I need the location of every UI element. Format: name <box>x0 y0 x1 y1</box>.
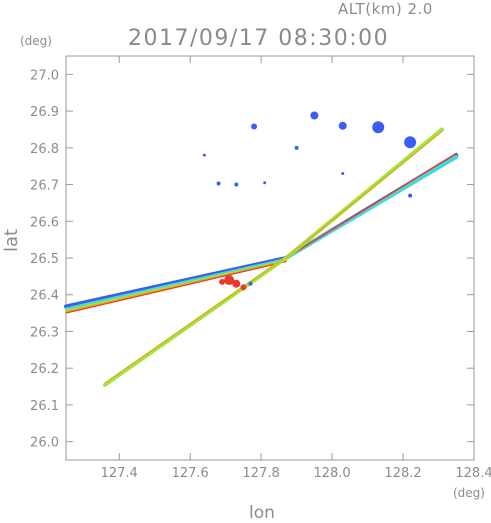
radar-beam <box>103 256 288 387</box>
y-tick-label: 26.0 <box>30 436 59 451</box>
echo-point <box>310 111 319 120</box>
y-tick-label: 26.8 <box>30 142 59 157</box>
echo-point <box>263 181 267 185</box>
y-tick-label: 27.0 <box>30 68 59 83</box>
y-tick-label: 26.5 <box>30 252 59 267</box>
y-tick-label: 26.4 <box>30 289 59 304</box>
echo-point <box>341 172 345 176</box>
radar-beam <box>65 259 287 312</box>
echo-point <box>202 153 206 157</box>
echo-point <box>251 123 258 130</box>
echo-point <box>404 136 417 149</box>
echo-point <box>294 145 299 150</box>
echo-point <box>216 181 221 186</box>
y-axis-label: lat <box>1 228 22 252</box>
radar-beam <box>64 257 288 310</box>
echo-point <box>240 284 247 291</box>
chart-title-datetime: 2017/09/17 08:30:00 <box>128 26 390 51</box>
y-tick-label: 26.7 <box>30 179 59 194</box>
y-axis-unit: (deg) <box>20 34 52 48</box>
x-axis-label: lon <box>249 503 275 523</box>
x-tick-label: 127.4 <box>101 466 138 481</box>
x-tick-label: 128.2 <box>384 466 421 481</box>
x-axis-unit: (deg) <box>453 486 485 500</box>
y-tick-label: 26.6 <box>30 215 59 230</box>
y-tick-label: 26.9 <box>30 105 59 120</box>
radar-beam <box>65 261 287 314</box>
radar-beam <box>64 256 288 309</box>
echo-point <box>372 121 385 134</box>
y-tick-label: 26.2 <box>30 362 59 377</box>
x-tick-label: 127.8 <box>243 466 280 481</box>
echo-point <box>338 121 347 130</box>
y-tick-label: 26.3 <box>30 325 59 340</box>
echo-point <box>248 281 253 286</box>
plot-frame <box>65 55 475 461</box>
radar-beam <box>285 130 443 259</box>
y-tick-label: 26.1 <box>30 399 59 414</box>
echo-point <box>408 193 413 198</box>
x-tick-label: 127.6 <box>172 466 209 481</box>
echo-point <box>224 275 235 286</box>
echo-point <box>232 279 241 288</box>
echo-point <box>219 278 226 285</box>
altitude-label: ALT(km) 2.0 <box>338 0 433 18</box>
radar-beam <box>65 260 287 313</box>
echo-point <box>234 182 239 187</box>
radar-beam <box>285 152 458 259</box>
x-tick-label: 128.0 <box>313 466 350 481</box>
radar-beam <box>104 256 287 384</box>
x-tick-label: 128.4 <box>455 466 491 481</box>
